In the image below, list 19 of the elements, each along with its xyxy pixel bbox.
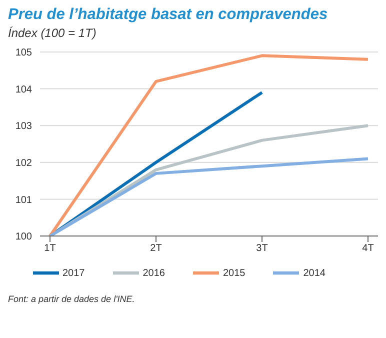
- line-series: [48, 54, 370, 236]
- y-tick-label: 101: [15, 194, 32, 206]
- y-tick-label: 103: [15, 121, 32, 132]
- y-tick-label: 105: [15, 48, 32, 59]
- y-tick-label: 100: [15, 232, 32, 243]
- chart-subtitle: Índex (100 = 1T): [8, 26, 98, 40]
- x-tick-label: 1T: [44, 243, 56, 254]
- chart-title: Preu de l’habitatge basat en compravendes: [8, 6, 329, 24]
- legend-label: 2016: [142, 268, 165, 279]
- text: Font: a partir de dades de l'INE.: [8, 294, 136, 304]
- y-tick-label: 102: [15, 158, 32, 169]
- legend-label: 2014: [303, 268, 326, 279]
- y-tick-label: 104: [15, 84, 32, 96]
- legend-label: 2017: [62, 268, 85, 279]
- x-tick-label: 2T: [150, 243, 162, 254]
- x-tick-label: 4T: [362, 243, 374, 254]
- line-series: [48, 157, 370, 236]
- legend-label: 2015: [223, 268, 246, 279]
- x-tick-label: 3T: [256, 243, 268, 254]
